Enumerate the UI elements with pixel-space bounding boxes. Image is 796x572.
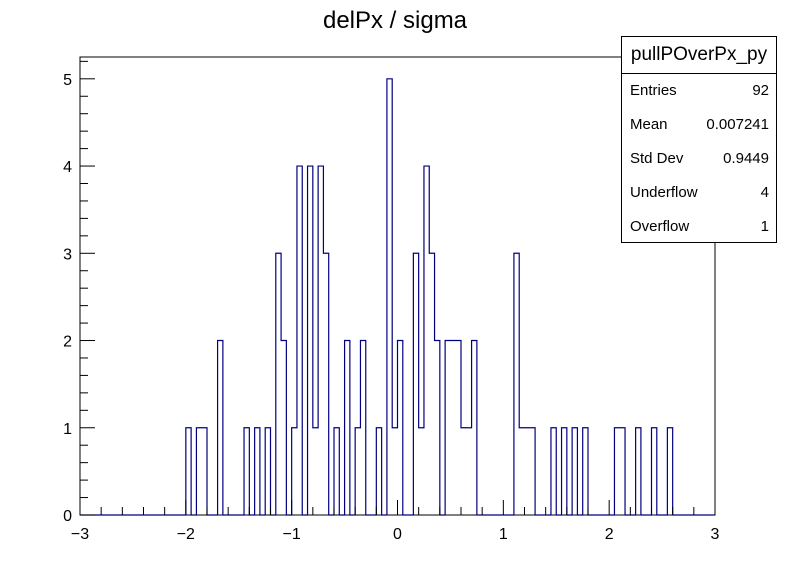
stats-row-entries: Entries 92 xyxy=(630,82,769,102)
stats-row-overflow: Overflow 1 xyxy=(630,218,769,238)
y-tick-label: 3 xyxy=(63,246,72,263)
x-axis: −3 −2 −1 0 1 2 3 xyxy=(71,500,720,543)
x-tick-label: −1 xyxy=(283,526,301,543)
stats-label: Underflow xyxy=(630,184,698,201)
y-tick-label: 2 xyxy=(63,334,72,351)
y-axis: 0 1 2 3 4 5 xyxy=(63,60,95,525)
stats-value: 0.007241 xyxy=(706,116,769,133)
stats-row-underflow: Underflow 4 xyxy=(630,184,769,204)
stats-label: Mean xyxy=(630,116,668,133)
stats-label: Entries xyxy=(630,82,677,99)
plot-frame xyxy=(79,56,716,516)
stats-value: 92 xyxy=(752,82,769,99)
chart-title: delPx / sigma xyxy=(323,7,468,34)
histogram-series xyxy=(80,78,715,516)
x-tick-label: 1 xyxy=(499,526,508,543)
plot-frame-rect xyxy=(79,56,716,516)
stats-row-mean: Mean 0.007241 xyxy=(630,116,769,136)
y-tick-label: 5 xyxy=(63,72,72,89)
y-tick-label: 0 xyxy=(63,508,72,525)
histogram-outline xyxy=(80,78,715,516)
x-tick-label: 3 xyxy=(711,526,720,543)
x-tick-label: −2 xyxy=(177,526,195,543)
stats-title: pullPOverPx_py xyxy=(622,37,776,74)
x-tick-label: 0 xyxy=(393,526,402,543)
stats-box: pullPOverPx_py Entries 92 Mean 0.007241 … xyxy=(621,36,777,243)
stats-value: 0.9449 xyxy=(723,150,769,167)
stats-value: 1 xyxy=(760,218,769,235)
x-tick-label: 2 xyxy=(605,526,614,543)
stats-label: Overflow xyxy=(630,218,690,235)
y-tick-label: 1 xyxy=(63,421,72,438)
stats-value: 4 xyxy=(760,184,769,201)
x-tick-label: −3 xyxy=(71,526,89,543)
stats-row-std-dev: Std Dev 0.9449 xyxy=(630,150,769,170)
y-tick-label: 4 xyxy=(63,159,72,176)
stats-label: Std Dev xyxy=(630,150,684,167)
